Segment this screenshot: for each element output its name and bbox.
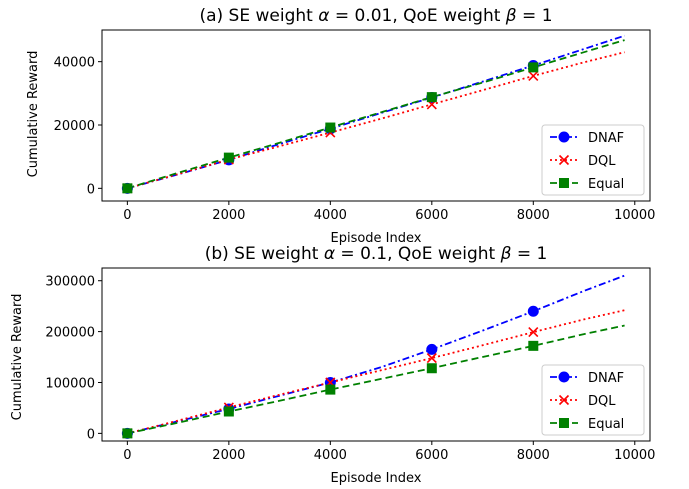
- chart-a-equal-point: [122, 183, 133, 194]
- chart-a-xtick-label: 6000: [415, 208, 448, 223]
- chart-b-dnaf-point: [527, 305, 539, 317]
- chart-b-frame: [101, 267, 651, 442]
- chart-a-xtick-label: 8000: [517, 208, 550, 223]
- chart-b-ytick-label: 200000: [45, 326, 95, 341]
- chart-a-title-alpha: α: [318, 6, 329, 26]
- chart-b-series-dnaf-line: [127, 274, 625, 435]
- chart-a-lines: [127, 34, 625, 190]
- chart-b-equal-point: [426, 363, 437, 374]
- chart-a-title-beta: β: [505, 6, 517, 26]
- chart-a-xtick-label: 0: [123, 208, 131, 223]
- chart-a-ylabel: Cumulative Reward: [26, 51, 41, 178]
- chart-a-title-mid: = 0.01, QoE weight: [329, 6, 505, 26]
- chart-b-dql-point: [528, 327, 539, 338]
- chart-a: (a) SE weight α = 0.01, QoE weight β = 1…: [26, 6, 655, 246]
- chart-b-title-post: = 1: [511, 244, 547, 264]
- chart-b-xtick-label: 0: [123, 448, 131, 463]
- chart-a-dql-point: [528, 70, 539, 81]
- chart-a-ytick-label: 20000: [54, 119, 95, 134]
- chart-b-title-mid: = 0.1, QoE weight: [335, 244, 501, 264]
- chart-b-xtick-label: 2000: [212, 448, 245, 463]
- chart-b-ytick-label: 100000: [45, 376, 95, 391]
- chart-a-equal-point: [223, 152, 234, 163]
- chart-a-frame: [101, 29, 651, 202]
- chart-a-equal-point: [528, 62, 539, 73]
- chart-a-xlabel: Episode Index: [331, 231, 422, 246]
- chart-a-ytick-label: 0: [87, 182, 95, 197]
- chart-b-title-beta: β: [500, 244, 512, 264]
- chart-a-title-post: = 1: [517, 6, 553, 26]
- chart-a-legend-equal-label: Equal: [588, 177, 624, 192]
- chart-a-series-dnaf-line: [127, 34, 625, 190]
- chart-a-equal-point: [426, 92, 437, 103]
- chart-b-legend-equal-marker: [559, 418, 569, 428]
- chart-a-series-equal-line: [127, 39, 625, 190]
- chart-a-legend-dql-marker: [558, 154, 570, 166]
- chart-a-legend-dnaf-label: DNAF: [588, 131, 624, 146]
- chart-b-ytick-label: 300000: [45, 275, 95, 290]
- chart-b-legend-equal-label: Equal: [588, 417, 624, 432]
- chart-b-lines: [127, 274, 625, 435]
- chart-b-series-equal-line: [127, 324, 625, 435]
- chart-a-legend-dnaf-marker: [558, 131, 570, 143]
- chart-b-legend-dql-label: DQL: [588, 394, 616, 409]
- chart-b: (b) SE weight α = 0.1, QoE weight β = 1 …: [10, 244, 655, 486]
- chart-b-equal-point: [325, 384, 336, 395]
- chart-b-ticks: 0 2000 4000 6000 8000 10000010000020000030000…: [45, 275, 655, 463]
- chart-b-series-dql-line: [127, 309, 625, 435]
- chart-b-xlabel: Episode Index: [331, 471, 422, 486]
- chart-a-ticks: 0 2000 4000 6000 8000 10000 0 20000 40000: [54, 56, 656, 223]
- chart-b-xtick-label: 6000: [415, 448, 448, 463]
- chart-b-equal-point: [528, 340, 539, 351]
- chart-a-legend-equal-marker: [559, 178, 569, 188]
- chart-a-equal-point: [325, 122, 336, 133]
- chart-b-ylabel: Cumulative Reward: [10, 294, 25, 421]
- chart-b-equal-point: [223, 406, 234, 417]
- chart-b-legend: DNAF DQL Equal: [541, 364, 645, 436]
- chart-b-markers: [121, 305, 539, 439]
- chart-b-title: (b) SE weight α = 0.1, QoE weight β = 1: [205, 244, 548, 264]
- chart-b-dql-point: [426, 352, 437, 364]
- chart-a-xtick-label: 4000: [314, 208, 347, 223]
- chart-b-dnaf-point: [426, 343, 438, 355]
- chart-a-markers: [121, 59, 539, 194]
- chart-a-title-pre: (a) SE weight: [199, 6, 318, 26]
- chart-b-legend-dnaf-marker: [558, 371, 570, 383]
- chart-b-legend-dql-marker: [558, 394, 570, 406]
- chart-b-title-pre: (b) SE weight: [205, 244, 324, 264]
- chart-a-legend-dql-label: DQL: [588, 154, 616, 169]
- chart-b-ytick-label: 0: [87, 427, 95, 442]
- chart-a-legend: DNAF DQL Equal: [541, 124, 645, 196]
- chart-a-legend-box: [541, 124, 645, 196]
- chart-b-legend-box: [541, 364, 645, 436]
- chart-b-title-alpha: α: [324, 244, 335, 264]
- chart-a-ytick-label: 40000: [54, 56, 95, 71]
- chart-a-xtick-label: 2000: [212, 208, 245, 223]
- chart-b-xtick-label: 10000: [614, 448, 655, 463]
- chart-a-title: (a) SE weight α = 0.01, QoE weight β = 1: [199, 6, 552, 26]
- chart-b-xtick-label: 8000: [517, 448, 550, 463]
- chart-b-equal-point: [122, 428, 133, 439]
- chart-a-xtick-label: 10000: [614, 208, 655, 223]
- chart-b-xtick-label: 4000: [314, 448, 347, 463]
- chart-b-legend-dnaf-label: DNAF: [588, 371, 624, 386]
